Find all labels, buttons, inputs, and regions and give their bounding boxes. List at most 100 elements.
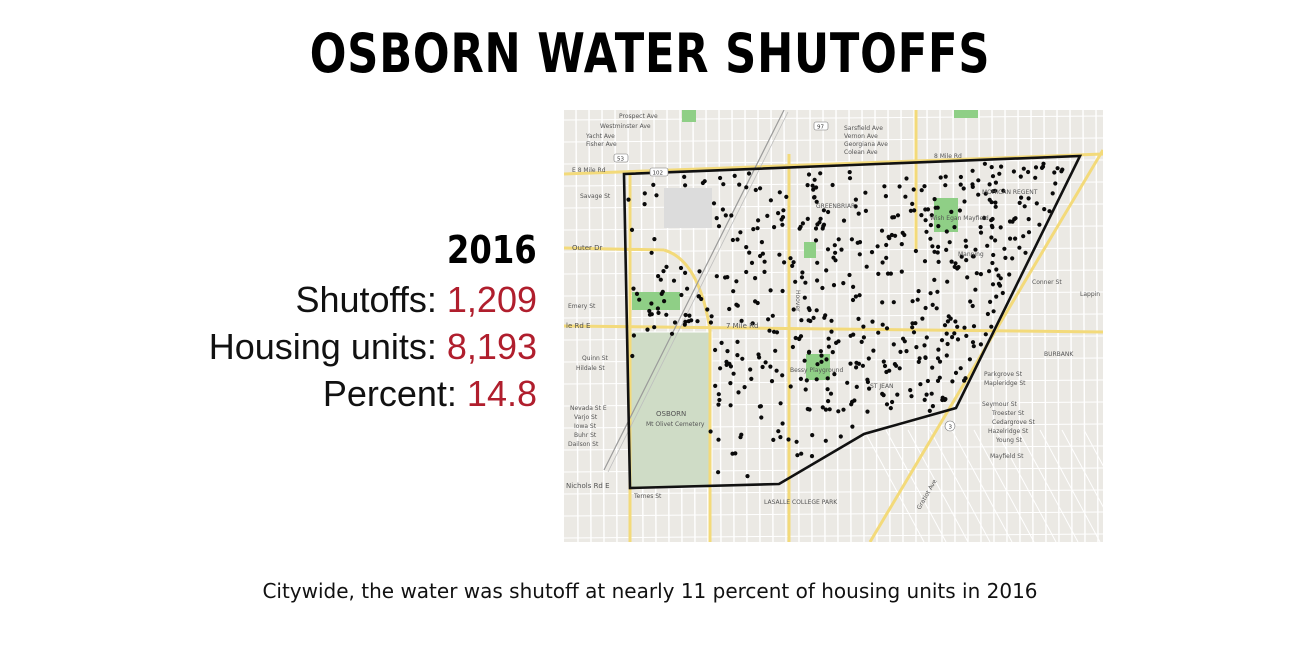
shutoff-dot xyxy=(745,474,750,479)
shutoff-dot xyxy=(854,365,859,370)
svg-text:53: 53 xyxy=(617,157,624,163)
shutoff-dot xyxy=(1011,169,1016,174)
map-label-georgiana: Georgiana Ave xyxy=(844,141,888,148)
shutoff-dot xyxy=(771,437,776,442)
shutoff-dot xyxy=(929,213,934,218)
shutoff-dot xyxy=(744,245,749,250)
shutoff-dot xyxy=(800,221,805,226)
shutoff-dot xyxy=(917,356,922,361)
shutoff-dot xyxy=(994,294,999,299)
map-svg: Prospect Ave Westminster Ave Yacht Ave F… xyxy=(563,109,1167,543)
shutoff-dot xyxy=(793,279,798,284)
shutoff-dot xyxy=(642,202,647,207)
map-label-conner: Conner St xyxy=(1032,279,1062,286)
shutoff-dot xyxy=(708,320,713,325)
shutoff-dot xyxy=(927,408,932,413)
shutoff-dot xyxy=(993,204,998,209)
shutoff-dot xyxy=(806,350,812,355)
shutoff-dot xyxy=(919,188,924,193)
shutoff-dot xyxy=(749,260,755,265)
shutoff-dot xyxy=(930,404,935,409)
shutoff-dot xyxy=(820,405,825,410)
shutoff-dot xyxy=(766,317,771,322)
shutoff-dot xyxy=(985,243,990,248)
shutoff-dot xyxy=(647,308,652,314)
shutoff-dot xyxy=(880,260,885,265)
shutoff-dot xyxy=(970,340,976,345)
shutoff-dot xyxy=(821,208,826,213)
shutoff-dot xyxy=(882,184,887,189)
shutoff-dot xyxy=(930,302,935,307)
shutoff-dot xyxy=(1001,188,1006,193)
shutoff-dot xyxy=(1012,217,1017,222)
shutoff-dot xyxy=(863,190,868,195)
shutoff-dot xyxy=(735,353,740,358)
shutoff-dot xyxy=(807,307,812,313)
map-label-cemetery: Mt Olivet Cemetery xyxy=(646,421,705,428)
shutoff-dot xyxy=(970,184,975,189)
shutoff-dot xyxy=(985,311,990,317)
shutoff-dot xyxy=(865,377,870,382)
shutoff-dot xyxy=(651,182,656,187)
shutoff-dot xyxy=(753,187,758,193)
shutoff-dot xyxy=(982,215,987,221)
shutoff-dot xyxy=(891,300,896,305)
shutoff-dot xyxy=(857,293,862,298)
shutoff-dot xyxy=(895,213,901,218)
map-label-outer: Outer Dr xyxy=(572,244,602,252)
shutoff-dot xyxy=(719,340,724,345)
shutoff-dot xyxy=(973,287,978,292)
shutoff-dot xyxy=(945,341,950,347)
shutoff-dot xyxy=(814,308,819,313)
map-label-troester: Troester St xyxy=(991,410,1025,417)
shutoff-dot xyxy=(976,178,981,183)
shutoff-dot xyxy=(749,376,754,381)
shutoff-dot xyxy=(716,470,721,475)
shutoff-dot xyxy=(884,402,890,407)
shutoff-dot xyxy=(942,323,948,328)
shutoff-dot xyxy=(882,363,888,369)
shutoff-dot xyxy=(798,334,804,339)
shutoff-dot xyxy=(714,216,719,221)
shutoff-dot xyxy=(742,385,747,390)
shutoff-dot xyxy=(914,345,919,350)
shutoff-dot xyxy=(806,172,812,177)
shutoff-dot xyxy=(936,224,941,229)
shutoff-dot xyxy=(810,433,815,438)
stat-shutoffs-value: 1,209 xyxy=(446,279,537,320)
shutoff-dot xyxy=(1033,175,1038,180)
shutoff-dot xyxy=(1000,290,1005,296)
shutoff-dot xyxy=(780,222,785,227)
shutoff-dot xyxy=(964,258,969,263)
map-label-mayfield: Mayfield St xyxy=(990,453,1024,460)
map-label-quinn: Quinn St xyxy=(582,355,609,362)
shutoff-dot xyxy=(728,403,733,408)
shutoff-dot xyxy=(791,307,796,312)
shutoff-dot xyxy=(1013,236,1018,241)
shutoff-dot xyxy=(824,268,829,273)
shutoff-dot xyxy=(1050,191,1055,196)
shutoff-dot xyxy=(947,240,952,245)
shutoff-dot xyxy=(943,183,948,188)
shutoff-dot xyxy=(669,331,675,336)
shutoff-dot xyxy=(994,267,999,272)
svg-text:97: 97 xyxy=(817,125,824,131)
shutoff-dot xyxy=(881,359,886,364)
shutoff-dot xyxy=(889,232,894,238)
shutoff-dot xyxy=(634,291,640,296)
shutoff-dot xyxy=(935,378,941,383)
shutoff-dot xyxy=(823,438,828,443)
map-label-westminster: Westminster Ave xyxy=(600,123,651,130)
shutoff-dot xyxy=(875,244,880,249)
park-north xyxy=(682,110,696,122)
shutoff-dot xyxy=(880,300,885,305)
shutoff-dot xyxy=(971,324,977,329)
shutoff-dot xyxy=(962,325,967,330)
shutoff-dot xyxy=(760,364,765,370)
shutoff-dot xyxy=(944,247,949,252)
shutoff-dot xyxy=(841,218,847,223)
shutoff-dot xyxy=(990,174,996,179)
shutoff-dot xyxy=(774,368,779,373)
shutoff-dot xyxy=(1021,166,1026,171)
route-shield-97: 97 xyxy=(813,121,829,131)
